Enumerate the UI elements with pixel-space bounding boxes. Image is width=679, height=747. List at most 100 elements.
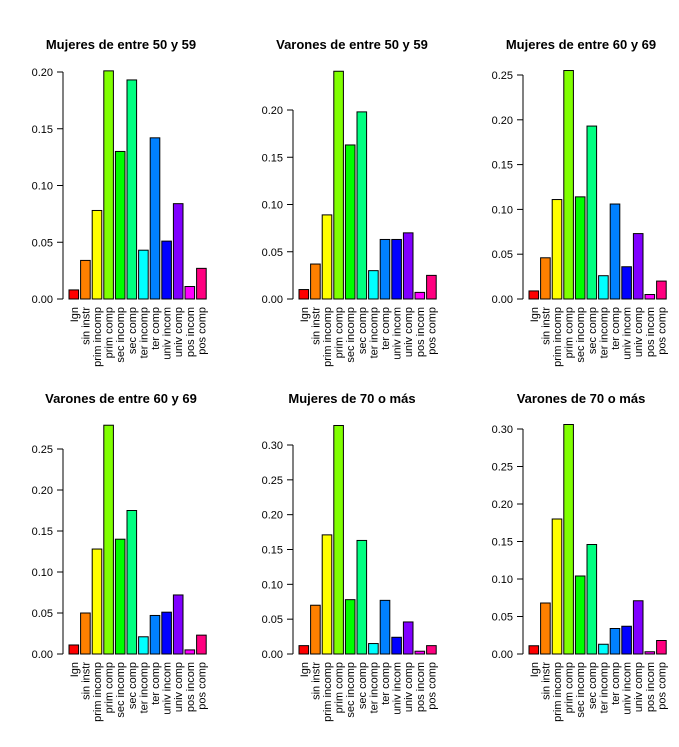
x-category-label: sin instr: [310, 307, 322, 345]
x-category-label: pos comp: [656, 307, 668, 355]
x-category-label: prim incomp: [552, 662, 564, 722]
x-category-label: sec incomp: [575, 662, 587, 718]
bar-sec-incomp: [344, 144, 356, 300]
bar-ter-incomp: [138, 636, 149, 655]
x-category-label: univ comp: [633, 307, 645, 357]
x-category-label: Ign: [299, 307, 311, 322]
x-category-label: univ comp: [173, 307, 185, 357]
bar-prim-incomp: [321, 214, 333, 300]
bar-sin-instr: [80, 612, 91, 655]
x-category-label: pos incom: [415, 307, 427, 357]
y-tick-label: 0.10: [262, 200, 283, 212]
x-category-label: ter incomp: [138, 662, 150, 713]
x-category-label: pos comp: [196, 662, 208, 710]
chart-panel-3: Mujeres de entre 60 y 69 0.00 0.05 0.10 0.15…: [492, 37, 669, 367]
x-category-label: prim incomp: [322, 307, 334, 367]
bar-ign: [528, 645, 540, 655]
y-tick-label: 0.10: [492, 574, 513, 586]
x-category-label: ter incomp: [598, 307, 610, 358]
y-tick-label: 0.25: [492, 70, 513, 82]
bar-sin-instr: [310, 604, 321, 655]
bar-univ-incom: [161, 240, 172, 300]
bar-univ-incom: [621, 266, 632, 300]
bar-ter-comp: [379, 599, 391, 655]
x-category-label: sec comp: [127, 662, 139, 709]
bar-univ-comp: [172, 594, 184, 655]
bar-prim-comp: [563, 70, 574, 300]
bar-pos-comp: [656, 280, 667, 300]
y-tick-label: 0.15: [262, 152, 283, 164]
x-category-label: univ incom: [162, 307, 174, 360]
bar-pos-incom: [644, 651, 656, 655]
x-category-label: prim incomp: [322, 662, 334, 722]
y-tick-label: 0.20: [262, 510, 283, 522]
y-tick-label: 0.00: [262, 649, 283, 661]
y-tick-label: 0.25: [32, 444, 53, 456]
y-tick-label: 0.00: [32, 294, 53, 306]
y-tick-label: 0.20: [492, 115, 513, 127]
x-category-label: sin instr: [80, 662, 92, 700]
x-category-label: ter comp: [150, 662, 162, 705]
x-category-label: pos incom: [645, 662, 657, 712]
chart-panel-5: Mujeres de 70 o más 0.00 0.05 0.10 0.15 0.20 0…: [262, 391, 439, 722]
bar-prim-incomp: [91, 209, 103, 300]
chart-panel-1: Mujeres de entre 50 y 59 0.00 0.05 0.10 0.15…: [32, 37, 209, 367]
bar-prim-incomp: [321, 534, 333, 655]
y-tick-label: 0.25: [262, 475, 283, 487]
bar-ter-comp: [609, 203, 621, 300]
x-category-label: univ incom: [622, 662, 634, 715]
x-category-label: univ comp: [173, 662, 185, 712]
y-tick-label: 0.05: [32, 237, 53, 249]
x-category-label: univ incom: [392, 307, 404, 360]
y-tick-label: 0.10: [492, 204, 513, 216]
bar-ign: [68, 644, 80, 655]
bar-sin-instr: [540, 602, 551, 655]
x-category-label: prim incomp: [552, 307, 564, 367]
x-category-label: sin instr: [310, 662, 322, 700]
bar-prim-incomp: [91, 548, 103, 655]
bar-ign: [298, 289, 310, 300]
y-tick-label: 0.15: [492, 160, 513, 172]
x-category-label: sec comp: [587, 307, 599, 354]
chart-title: Mujeres de 70 o más: [288, 391, 415, 406]
x-category-label: prim comp: [334, 307, 346, 358]
bar-ter-incomp: [368, 643, 379, 655]
x-category-label: sin instr: [80, 307, 92, 345]
bar-sec-incomp: [574, 575, 586, 655]
bar-prim-comp: [333, 424, 344, 655]
bar-sin-instr: [540, 257, 551, 300]
y-tick-label: 0.15: [492, 537, 513, 549]
y-tick-label: 0.15: [262, 545, 283, 557]
x-category-label: prim incomp: [92, 662, 104, 722]
bar-ter-incomp: [598, 275, 609, 300]
x-category-label: sec incomp: [575, 307, 587, 363]
bar-univ-comp: [402, 621, 414, 655]
x-category-label: Ign: [69, 307, 81, 322]
bar-sec-comp: [126, 79, 138, 300]
bar-ter-comp: [379, 238, 391, 300]
chart-panel-2: Varones de entre 50 y 59 0.00 0.05 0.10 0.15…: [262, 37, 439, 367]
y-tick-label: 0.10: [32, 181, 53, 193]
x-category-label: pos comp: [656, 662, 668, 710]
bar-pos-comp: [426, 645, 437, 655]
bar-prim-comp: [103, 424, 114, 655]
x-category-label: ter incomp: [598, 662, 610, 713]
bar-univ-comp: [172, 203, 184, 300]
y-tick-label: 0.20: [32, 485, 53, 497]
x-category-label: Ign: [529, 307, 541, 322]
bar-sec-incomp: [574, 196, 586, 300]
y-tick-label: 0.05: [492, 612, 513, 624]
y-tick-label: 0.00: [492, 649, 513, 661]
bar-univ-comp: [632, 600, 644, 655]
bar-sin-instr: [310, 263, 321, 300]
chart-title: Varones de entre 60 y 69: [45, 391, 197, 406]
bar-pos-incom: [414, 291, 426, 300]
x-category-label: univ incom: [392, 662, 404, 715]
y-tick-label: 0.00: [32, 649, 53, 661]
bar-ign: [68, 289, 80, 300]
bar-prim-comp: [103, 70, 114, 300]
y-tick-label: 0.15: [32, 526, 53, 538]
x-category-label: sec incomp: [345, 307, 357, 363]
bar-ter-comp: [609, 628, 621, 655]
bar-prim-comp: [563, 424, 574, 655]
